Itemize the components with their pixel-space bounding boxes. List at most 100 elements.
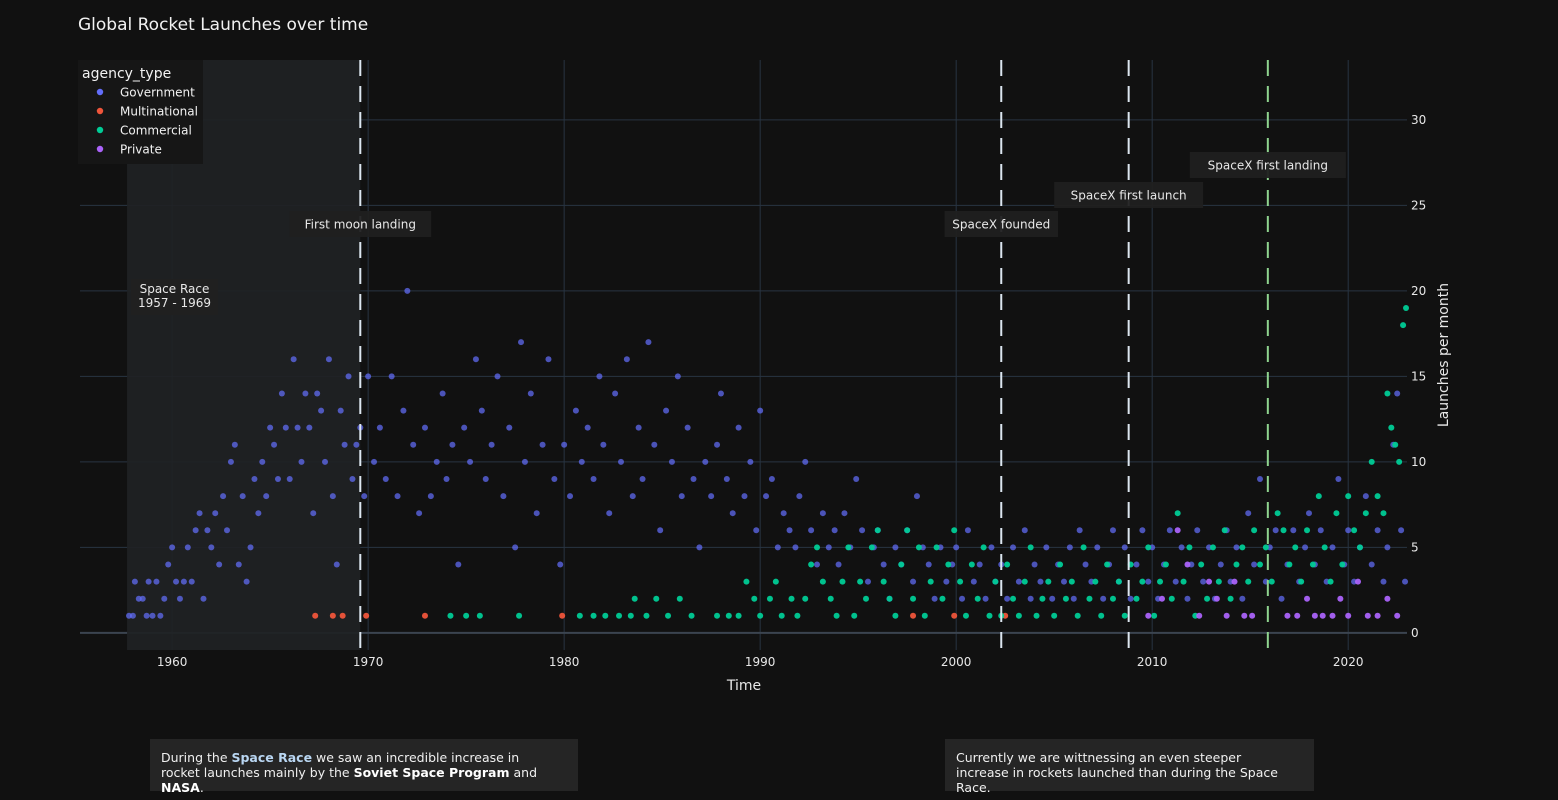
data-point-gov: [243, 578, 250, 585]
legend-marker-multinational[interactable]: [96, 107, 104, 115]
data-point-gov: [763, 493, 770, 500]
data-point-com: [676, 595, 683, 602]
data-point-gov: [341, 441, 348, 448]
event-label: SpaceX first landing: [1208, 159, 1328, 173]
axis-ticks: 1960 1970 1980 1990 2000 2010 2020 0 5 10 15 20 25 30: [157, 113, 1426, 669]
data-point-gov: [925, 561, 932, 568]
data-point-gov: [545, 356, 552, 363]
legend-marker-commercial[interactable]: [96, 126, 104, 134]
data-point-gov: [129, 612, 136, 619]
data-point-gov: [494, 373, 501, 380]
data-point-com: [1400, 322, 1407, 329]
data-point-gov: [1166, 527, 1173, 534]
y-tick-label: 10: [1411, 455, 1426, 469]
data-point-com: [788, 595, 795, 602]
note-left-text-4: and: [509, 765, 538, 780]
data-point-com: [980, 544, 987, 551]
event-label: First moon landing: [305, 218, 416, 232]
data-point-gov: [864, 578, 871, 585]
data-point-gov: [1082, 561, 1089, 568]
data-point-gov: [482, 475, 489, 482]
data-point-gov: [684, 424, 691, 431]
data-point-com: [1239, 544, 1246, 551]
data-point-gov: [337, 407, 344, 414]
data-point-com: [1086, 595, 1093, 602]
data-point-gov: [410, 441, 417, 448]
data-point-gov: [512, 544, 519, 551]
data-point-com: [643, 612, 650, 619]
data-point-gov: [964, 527, 971, 534]
data-point-gov: [294, 424, 301, 431]
data-point-priv: [1311, 612, 1318, 619]
space-race-label-line1: Space Race: [140, 282, 210, 296]
data-point-com: [968, 561, 975, 568]
y-tick-label: 30: [1411, 113, 1426, 127]
data-point-com: [1356, 544, 1363, 551]
legend-label-private[interactable]: Private: [120, 143, 162, 157]
data-point-com: [1098, 612, 1105, 619]
data-point-gov: [188, 578, 195, 585]
x-tick-label: 2020: [1333, 655, 1364, 669]
data-point-com: [974, 595, 981, 602]
data-point-priv: [1174, 527, 1181, 534]
data-point-gov: [600, 441, 607, 448]
data-point-gov: [533, 510, 540, 517]
y-tick-label: 5: [1411, 540, 1419, 554]
data-point-multi: [339, 612, 346, 619]
data-point-gov: [212, 510, 219, 517]
data-point-com: [962, 612, 969, 619]
data-point-gov: [617, 458, 624, 465]
data-point-com: [1384, 390, 1391, 397]
data-point-gov: [953, 544, 960, 551]
data-point-com: [653, 595, 660, 602]
data-point-gov: [892, 544, 899, 551]
data-point-gov: [1178, 544, 1185, 551]
data-point-gov: [345, 373, 352, 380]
data-point-com: [772, 578, 779, 585]
data-point-com: [616, 612, 623, 619]
legend-marker-government[interactable]: [96, 88, 104, 96]
data-point-com: [1327, 578, 1334, 585]
data-point-gov: [131, 578, 138, 585]
data-point-gov: [678, 493, 685, 500]
data-point-gov: [717, 390, 724, 397]
data-point-gov: [353, 441, 360, 448]
data-point-com: [1062, 595, 1069, 602]
data-point-gov: [786, 527, 793, 534]
data-point-priv: [1223, 612, 1230, 619]
note-left-bold-1: Soviet Space Program: [353, 765, 510, 780]
data-point-com: [1080, 544, 1087, 551]
data-point-gov: [278, 390, 285, 397]
data-point-gov: [224, 527, 231, 534]
data-point-gov: [1272, 527, 1279, 534]
data-point-gov: [539, 441, 546, 448]
data-point-com: [845, 544, 852, 551]
data-point-gov: [557, 561, 564, 568]
note-left-text-1: During the: [161, 750, 232, 765]
data-point-gov: [572, 407, 579, 414]
data-point-priv: [1206, 578, 1213, 585]
data-point-gov: [325, 356, 332, 363]
legend-label-government[interactable]: Government: [120, 86, 195, 100]
data-point-gov: [310, 510, 317, 517]
data-point-com: [1256, 561, 1263, 568]
data-point-com: [1262, 544, 1269, 551]
data-point-priv: [1374, 612, 1381, 619]
data-point-com: [1057, 561, 1064, 568]
data-point-gov: [1402, 578, 1409, 585]
legend-marker-private[interactable]: [96, 145, 104, 153]
legend-label-commercial[interactable]: Commercial: [120, 124, 192, 138]
data-point-gov: [1184, 595, 1191, 602]
data-point-com: [743, 578, 750, 585]
data-point-gov: [702, 458, 709, 465]
data-point-com: [1215, 578, 1222, 585]
data-point-gov: [1302, 544, 1309, 551]
data-point-gov: [808, 527, 815, 534]
legend-label-multinational[interactable]: Multinational: [120, 105, 198, 119]
event-label: SpaceX first launch: [1071, 189, 1187, 203]
data-point-gov: [639, 475, 646, 482]
data-point-com: [1198, 561, 1205, 568]
y-tick-label: 0: [1411, 626, 1419, 640]
data-point-gov: [1278, 595, 1285, 602]
data-point-gov: [768, 475, 775, 482]
